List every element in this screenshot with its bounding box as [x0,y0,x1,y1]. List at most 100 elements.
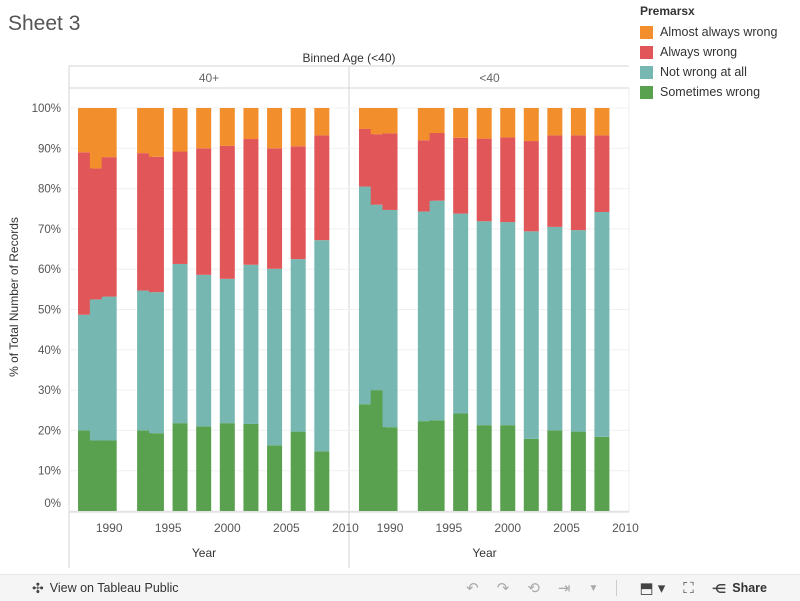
bar-segment[interactable] [172,423,188,511]
bar-segment[interactable] [429,132,445,201]
bar-segment[interactable] [453,108,469,138]
bar-segment[interactable] [172,151,188,264]
bar-segment[interactable] [137,108,153,154]
bar-segment[interactable] [219,145,235,279]
bar-segment[interactable] [370,204,386,391]
bar-segment[interactable] [148,433,164,511]
bar-segment[interactable] [219,423,235,511]
bar-segment[interactable] [148,108,164,157]
bar-segment[interactable] [547,108,563,136]
bar-segment[interactable] [148,292,164,434]
dropdown-icon[interactable]: ▼ [588,582,599,594]
bar-segment[interactable] [570,135,586,231]
bar-segment[interactable] [370,134,386,205]
bar-segment[interactable] [314,451,330,511]
bar-segment[interactable] [594,108,610,136]
bar-segment[interactable] [196,274,212,427]
bar-segment[interactable] [570,108,586,136]
bar-segment[interactable] [267,108,283,149]
bar-segment[interactable] [196,148,212,275]
download-icon[interactable]: ⬒ ▾ [639,580,666,597]
bar-segment[interactable] [476,108,492,139]
bar-segment[interactable] [137,153,153,291]
bar-segment[interactable] [500,425,516,511]
bar-segment[interactable] [476,221,492,426]
redo-icon[interactable]: ↷ [496,580,510,597]
bar-segment[interactable] [429,108,445,133]
bar-segment[interactable] [358,108,374,129]
bar-segment[interactable] [314,108,330,136]
bar-segment[interactable] [101,108,117,158]
bar-segment[interactable] [417,108,433,141]
bar-segment[interactable] [243,423,259,511]
bar-segment[interactable] [382,209,398,428]
bar-segment[interactable] [172,108,188,152]
bar-segment[interactable] [290,431,306,511]
bar-segment[interactable] [101,440,117,511]
bar-segment[interactable] [314,240,330,452]
bar-segment[interactable] [172,263,188,424]
bar-segment[interactable] [417,421,433,511]
bar-segment[interactable] [358,128,374,187]
bar-segment[interactable] [523,438,539,511]
bar-segment[interactable] [78,430,94,511]
bar-segment[interactable] [267,148,283,269]
bar-segment[interactable] [594,436,610,511]
bar-segment[interactable] [243,139,259,265]
bar-segment[interactable] [290,108,306,147]
bar-segment[interactable] [547,135,563,227]
legend-item-always-wrong[interactable]: Always wrong [640,42,777,62]
bar-segment[interactable] [382,133,398,210]
bar-segment[interactable] [89,108,105,169]
bar-segment[interactable] [523,108,539,142]
bar-segment[interactable] [243,264,259,424]
bar-segment[interactable] [78,152,94,315]
bar-segment[interactable] [196,426,212,511]
bar-segment[interactable] [476,425,492,511]
bar-segment[interactable] [290,146,306,260]
refresh-icon[interactable]: ⇥ [557,580,571,597]
bar-segment[interactable] [453,413,469,511]
bar-segment[interactable] [219,278,235,424]
bar-segment[interactable] [547,430,563,511]
bar-segment[interactable] [370,390,386,511]
bar-segment[interactable] [382,427,398,511]
bar-segment[interactable] [382,108,398,134]
bar-segment[interactable] [476,138,492,222]
bar-segment[interactable] [594,135,610,212]
bar-segment[interactable] [417,211,433,422]
bar-segment[interactable] [89,299,105,441]
view-on-tableau-link[interactable]: ✣ View on Tableau Public [32,580,179,597]
bar-segment[interactable] [137,290,153,431]
legend-item-sometimes-wrong[interactable]: Sometimes wrong [640,82,777,102]
revert-icon[interactable]: ⟲ [527,580,540,597]
bar-segment[interactable] [290,259,306,432]
bar-segment[interactable] [78,314,94,431]
share-button[interactable]: ⋲ Share [712,581,767,596]
bar-segment[interactable] [358,186,374,405]
bar-segment[interactable] [137,430,153,511]
bar-segment[interactable] [243,108,259,140]
bar-segment[interactable] [500,108,516,138]
bar-segment[interactable] [101,296,117,441]
bar-segment[interactable] [594,211,610,437]
bar-segment[interactable] [453,213,469,414]
undo-icon[interactable]: ↶ [466,580,479,597]
bar-segment[interactable] [453,137,469,214]
bar-segment[interactable] [523,231,539,439]
bar-segment[interactable] [219,108,235,146]
fullscreen-icon[interactable]: ⛶ [683,579,694,597]
legend-item-almost-always-wrong[interactable]: Almost always wrong [640,22,777,42]
bar-segment[interactable] [547,226,563,431]
bar-segment[interactable] [358,404,374,511]
bar-segment[interactable] [267,445,283,511]
bar-segment[interactable] [196,108,212,149]
bar-segment[interactable] [523,141,539,232]
bar-segment[interactable] [570,230,586,432]
bar-segment[interactable] [314,135,330,241]
bar-segment[interactable] [267,268,283,446]
bar-segment[interactable] [429,200,445,421]
bar-segment[interactable] [570,431,586,511]
bar-segment[interactable] [89,440,105,511]
bar-segment[interactable] [429,420,445,511]
